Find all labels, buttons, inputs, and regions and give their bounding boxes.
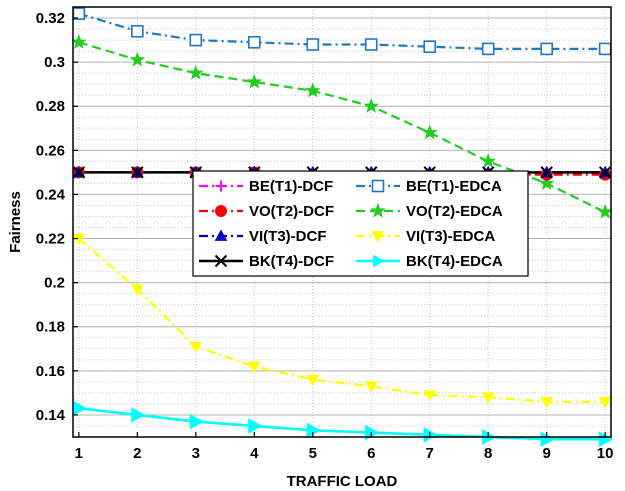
series-marker-star xyxy=(305,82,321,98)
y-tick-label: 0.28 xyxy=(36,98,65,115)
series-marker-square xyxy=(481,42,495,56)
series-marker-square xyxy=(371,179,385,193)
series-marker-triangle-right xyxy=(599,431,614,448)
legend-label: VI(T3)-EDCA xyxy=(406,228,495,245)
series-line xyxy=(78,237,606,403)
series-marker-triangle-right xyxy=(373,254,385,268)
series-marker-square xyxy=(598,42,612,56)
series-marker-triangle-down xyxy=(371,231,385,243)
series-marker-square xyxy=(364,38,378,51)
legend-box xyxy=(192,170,529,277)
series-line xyxy=(78,12,606,51)
series-marker-triangle-down xyxy=(481,392,495,404)
series-marker-circle xyxy=(215,205,227,217)
series-marker-x xyxy=(214,254,228,268)
x-tick-label: 7 xyxy=(426,445,434,462)
y-tick-label: 0.14 xyxy=(36,407,66,424)
series-marker-plus xyxy=(215,180,227,192)
series-marker-triangle-right xyxy=(306,422,321,439)
y-tick-label: 0.16 xyxy=(36,363,65,380)
series-marker-triangle-right xyxy=(189,413,204,430)
y-tick-label: 0.2 xyxy=(44,275,65,292)
series-marker-triangle-right xyxy=(248,418,263,434)
x-tick-label: 2 xyxy=(133,445,141,462)
series-marker-triangle-down xyxy=(306,374,320,387)
y-tick-label: 0.22 xyxy=(36,231,65,248)
x-tick-label: 1 xyxy=(75,445,83,462)
series-marker-star xyxy=(188,65,204,80)
series-marker-triangle-down xyxy=(247,361,261,373)
y-tick-label: 0.3 xyxy=(44,54,65,71)
axis-ticks: 1 2 3 4 5 6 7 8 9 10 0.14 0.16 0.18 0.2 0.22 0.24 0.26 0.… xyxy=(36,10,614,462)
series-marker-x xyxy=(72,166,86,179)
x-tick-label: 3 xyxy=(192,445,200,462)
series-marker-square xyxy=(131,24,144,38)
x-tick-label: 5 xyxy=(309,445,317,462)
series-marker-x xyxy=(131,166,144,179)
series-marker-triangle-right xyxy=(365,424,380,441)
series-marker-square xyxy=(306,38,320,51)
series-marker-x xyxy=(598,166,612,179)
series-marker-triangle-right xyxy=(131,407,146,423)
series-marker-triangle-down xyxy=(423,390,437,402)
legend-label: BK(T4)-EDCA xyxy=(406,253,503,270)
series-marker-star xyxy=(538,175,555,190)
series-marker-star xyxy=(71,34,87,49)
series-marker-triangle-down xyxy=(364,381,378,393)
series-marker-triangle-down xyxy=(598,396,612,409)
y-tick-label: 0.18 xyxy=(36,319,65,336)
x-tick-label: 8 xyxy=(484,445,492,462)
x-tick-label: 4 xyxy=(250,445,259,462)
series-marker-square xyxy=(423,40,437,53)
series-marker-triangle-down xyxy=(540,396,554,409)
y-tick-label: 0.26 xyxy=(36,142,65,159)
x-axis-label: TRAFFIC LOAD xyxy=(287,473,398,490)
series-line xyxy=(78,407,606,441)
series-marker-star xyxy=(129,51,146,67)
series-marker-star xyxy=(597,203,613,219)
series-marker-star xyxy=(363,98,379,113)
series-marker-star xyxy=(480,153,496,168)
series-marker-triangle-down xyxy=(189,341,203,354)
x-tick-label: 6 xyxy=(367,445,375,462)
x-tick-label: 9 xyxy=(543,445,551,462)
legend: BE(T1)-DCF BE(T1)-EDCA VO(T2)-DCF VO(T2)-ED… xyxy=(192,170,529,277)
series-marker-triangle-right xyxy=(423,426,438,443)
plot-frame xyxy=(72,6,612,438)
series-line xyxy=(78,41,606,214)
series-marker-star xyxy=(370,202,386,218)
series-marker-star xyxy=(421,124,438,140)
legend-label: BE(T1)-EDCA xyxy=(406,178,502,195)
legend-label: VO(T2)-EDCA xyxy=(406,203,503,220)
legend-label: BE(T1)-DCF xyxy=(249,178,333,195)
legend-label: VI(T3)-DCF xyxy=(249,228,327,245)
series-marker-square xyxy=(247,35,261,49)
series-marker-triangle-up xyxy=(214,229,228,241)
legend-label: VO(T2)-DCF xyxy=(249,203,334,220)
series-marker-triangle-down xyxy=(130,284,144,296)
series-marker-x xyxy=(540,166,553,179)
legend-label: BK(T4)-DCF xyxy=(249,253,334,270)
series-marker-triangle-right xyxy=(540,431,555,448)
x-tick-label: 10 xyxy=(597,445,614,462)
series-marker-star xyxy=(246,73,263,89)
series-marker-square xyxy=(189,33,203,47)
series-marker-square xyxy=(540,42,553,56)
y-tick-label: 0.32 xyxy=(36,10,65,27)
y-axis-label: Fairness xyxy=(7,191,24,253)
y-tick-label: 0.24 xyxy=(36,186,66,203)
